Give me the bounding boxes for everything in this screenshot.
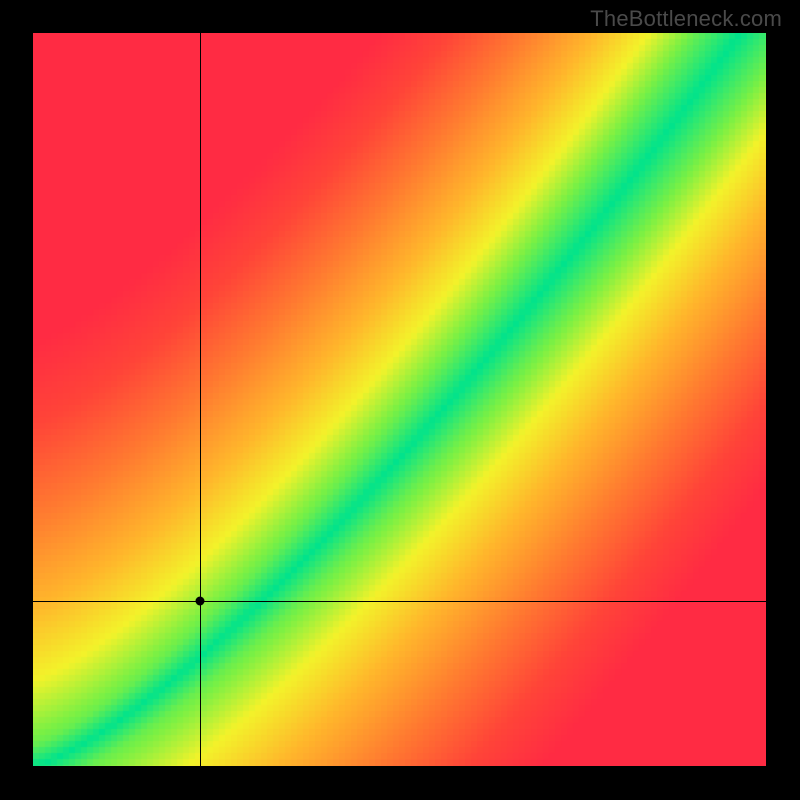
heatmap-plot [33,33,766,766]
crosshair-horizontal [33,601,766,602]
watermark-text: TheBottleneck.com [590,6,782,32]
crosshair-marker-dot [196,597,205,606]
crosshair-vertical [200,33,201,766]
heatmap-canvas [33,33,766,766]
